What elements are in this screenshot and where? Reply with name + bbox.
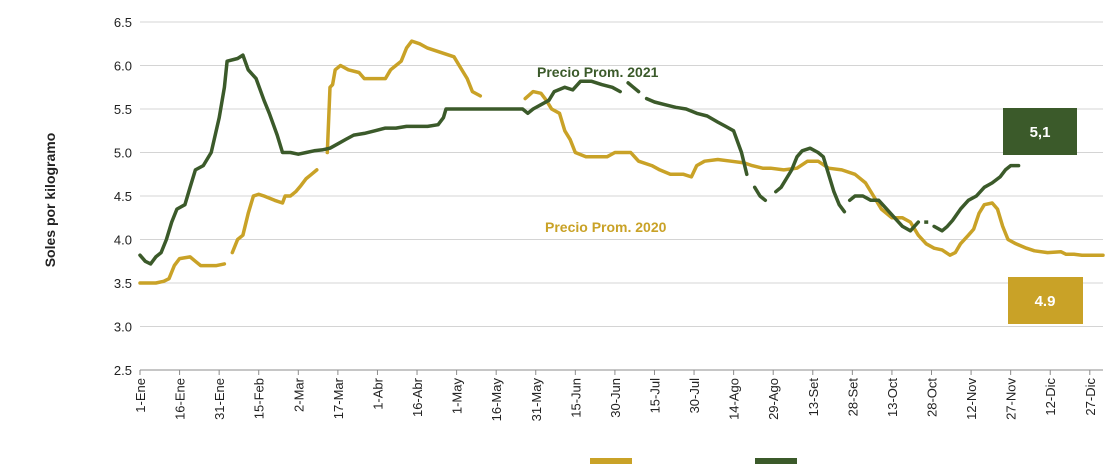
legend-swatch-2020: [590, 458, 632, 464]
y-tick-label: 3.5: [114, 276, 132, 291]
series-2021: [138, 53, 1021, 266]
x-tick-label: 12-Nov: [964, 378, 979, 420]
series-segment: [644, 96, 749, 177]
y-tick-label: 5.5: [114, 102, 132, 117]
x-tick-label: 31-May: [529, 378, 544, 422]
x-tick-label: 16-Ene: [173, 378, 188, 420]
x-tick-label: 28-Oct: [925, 378, 940, 417]
legend-fragments: [590, 458, 797, 464]
x-tick-label: 27-Dic: [1083, 378, 1098, 416]
series-2020: [138, 39, 1105, 285]
legend-swatch-2021: [755, 458, 797, 464]
series-segment: [325, 39, 483, 155]
y-tick-label: 6.0: [114, 59, 132, 74]
chart-labels: Soles por kilogramo Precio Prom. 2021 Pr…: [42, 64, 1083, 464]
x-tick-label: 12-Dic: [1043, 378, 1058, 416]
annotation-2020: Precio Prom. 2020: [545, 219, 667, 235]
y-tick-label: 5.0: [114, 146, 132, 161]
series-segment: [774, 146, 847, 214]
series-segment: [847, 194, 921, 233]
end-label-2020-text: 4.9: [1035, 293, 1056, 310]
x-tick-label: 13-Set: [806, 378, 821, 417]
annotation-2021: Precio Prom. 2021: [537, 64, 659, 80]
y-tick-label: 4.5: [114, 189, 132, 204]
x-tick-label: 27-Nov: [1004, 378, 1019, 420]
x-tick-label: 29-Ago: [766, 378, 781, 420]
series-segment: [932, 163, 1021, 233]
x-tick-label: 1-Abr: [370, 377, 385, 409]
axes: 2.5 3.0 3.5 4.0 4.5 5.0 5.5 6.0 6.5 1-Ene 16-Ene 31…: [114, 15, 1103, 421]
x-tick-label: 14-Ago: [727, 378, 742, 420]
x-tick-label: 28-Set: [845, 378, 860, 417]
x-tick-label: 31-Ene: [212, 378, 227, 420]
end-label-2021: 5,1: [1003, 108, 1077, 155]
end-label-2021-text: 5,1: [1030, 124, 1051, 141]
end-label-2020: 4.9: [1008, 277, 1083, 324]
x-tick-label: 13-Oct: [885, 378, 900, 417]
series-segment: [752, 185, 768, 203]
x-tick-label: 16-May: [489, 378, 504, 422]
x-tick-label: 15-Feb: [252, 378, 267, 419]
series-segment: [138, 53, 622, 266]
x-tick-label: 1-Ene: [133, 378, 148, 413]
series-segment: [626, 81, 641, 94]
x-tick-label: 1-May: [450, 378, 465, 415]
series-segment: [230, 168, 319, 255]
x-tick-label: 30-Jul: [687, 378, 702, 414]
y-tick-label: 6.5: [114, 15, 132, 30]
series-lines: [138, 39, 1105, 285]
x-tick-label: 15-Jul: [647, 378, 662, 414]
end-label-2020-box: [1008, 277, 1083, 324]
y-axis-label: Soles por kilogramo: [42, 133, 58, 268]
x-tick-label: 17-Mar: [331, 377, 346, 419]
x-tick-label: 15-Jun: [568, 378, 583, 418]
x-tick-label: 30-Jun: [608, 378, 623, 418]
x-tick-label: 16-Abr: [410, 377, 425, 417]
y-tick-label: 2.5: [114, 363, 132, 378]
series-segment: [138, 255, 227, 285]
end-label-2021-box: [1003, 108, 1077, 155]
series-segment: [523, 89, 1105, 257]
x-tick-label: 2-Mar: [291, 377, 306, 412]
y-tick-label: 3.0: [114, 320, 132, 335]
y-tick-label: 4.0: [114, 233, 132, 248]
